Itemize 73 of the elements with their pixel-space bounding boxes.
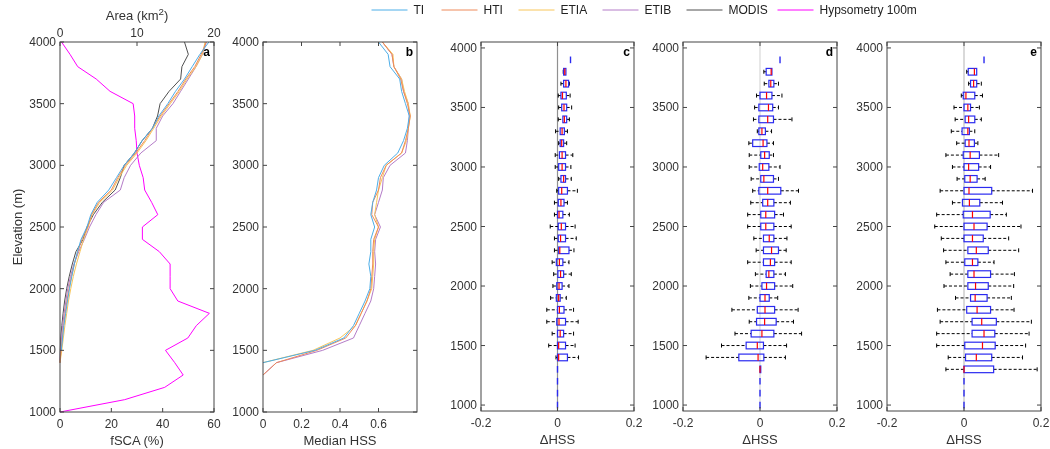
x-tick-label: 0.2 bbox=[828, 416, 846, 430]
x2-tick-label: 20 bbox=[207, 26, 221, 40]
y-tick-label: 4000 bbox=[450, 40, 478, 55]
y-tick-label: 1500 bbox=[29, 343, 57, 358]
y-axis-title: Elevation (m) bbox=[10, 188, 25, 266]
x-tick-label: 0 bbox=[56, 417, 64, 431]
y-tick-label: 2000 bbox=[450, 279, 478, 294]
x2-axis-title: Area (km$^{2}$) bbox=[105, 5, 169, 23]
y-tick-label: 2500 bbox=[856, 219, 884, 234]
y-tick-label: 2500 bbox=[450, 219, 478, 234]
y-tick-label: 2500 bbox=[652, 219, 680, 234]
y-tick-label: 2500 bbox=[29, 220, 57, 234]
y-tick-label: 4000 bbox=[232, 35, 260, 49]
x-tick-label: 0.4 bbox=[331, 417, 349, 431]
y-tick-label: 1500 bbox=[232, 343, 260, 358]
x-axis-title: ΔHSS bbox=[742, 432, 779, 447]
x-axis-title: ΔHSS bbox=[946, 432, 983, 447]
x-tick-label: 60 bbox=[207, 417, 221, 431]
y-tick-label: 4000 bbox=[856, 40, 884, 55]
x-tick-label: -0.2 bbox=[470, 416, 492, 430]
y-tick-label: 4000 bbox=[29, 35, 57, 49]
x-tick-label: 0 bbox=[756, 416, 764, 430]
x-tick-label: 0 bbox=[259, 417, 267, 431]
y-tick-label: 1500 bbox=[652, 338, 680, 353]
annotation: b bbox=[405, 45, 413, 59]
legend-label: TI bbox=[413, 3, 425, 17]
y-tick-label: 2000 bbox=[232, 281, 260, 296]
y-tick-label: 1000 bbox=[652, 398, 680, 413]
y-tick-label: 1000 bbox=[450, 398, 478, 413]
y-tick-label: 3500 bbox=[29, 96, 57, 111]
y-tick-label: 2000 bbox=[856, 279, 884, 294]
y-tick-label: 3000 bbox=[856, 159, 884, 174]
y-tick-label: 4000 bbox=[652, 40, 680, 55]
x-axis-title: ΔHSS bbox=[539, 432, 576, 447]
legend-label: MODIS bbox=[728, 3, 768, 17]
x-tick-label: 0 bbox=[554, 416, 562, 430]
y-tick-label: 3000 bbox=[29, 158, 57, 173]
annotation: e bbox=[1030, 45, 1038, 59]
y-tick-label: 3000 bbox=[652, 159, 680, 174]
y-tick-label: 1000 bbox=[29, 405, 57, 419]
y-tick-label: 1500 bbox=[450, 338, 478, 353]
annotation: a bbox=[203, 45, 211, 59]
x2-tick-label: 10 bbox=[130, 26, 144, 40]
legend-label: Hypsometry 100m bbox=[819, 3, 917, 17]
legend-label: HTI bbox=[483, 3, 503, 17]
y-tick-label: 2500 bbox=[232, 220, 260, 234]
y-tick-label: 2000 bbox=[29, 281, 57, 296]
x-tick-label: 40 bbox=[155, 417, 170, 431]
y-tick-label: 1500 bbox=[856, 338, 884, 353]
x-tick-label: -0.2 bbox=[672, 416, 694, 430]
x-axis-title: Median HSS bbox=[303, 433, 377, 448]
y-tick-label: 3500 bbox=[232, 96, 260, 111]
x-tick-label: 0.2 bbox=[1032, 416, 1050, 430]
y-tick-label: 1000 bbox=[856, 398, 884, 413]
x2-tick-label: 0 bbox=[56, 26, 64, 40]
x-tick-label: 0.2 bbox=[625, 416, 643, 430]
y-tick-label: 3500 bbox=[856, 100, 884, 115]
x-tick-label: -0.2 bbox=[876, 416, 898, 430]
legend-label: ETIB bbox=[644, 3, 672, 17]
y-tick-label: 3000 bbox=[450, 159, 478, 174]
x-tick-label: 0.6 bbox=[370, 417, 388, 431]
legend-label: ETIA bbox=[560, 3, 588, 17]
y-tick-label: 1000 bbox=[232, 405, 260, 419]
annotation: c bbox=[623, 45, 631, 59]
y-tick-label: 3000 bbox=[232, 158, 260, 173]
x-tick-label: 0.2 bbox=[293, 417, 311, 431]
y-tick-label: 3500 bbox=[450, 100, 478, 115]
annotation: d bbox=[825, 45, 833, 59]
y-tick-label: 3500 bbox=[652, 100, 680, 115]
x-tick-label: 0 bbox=[960, 416, 968, 430]
x-tick-label: 20 bbox=[104, 417, 119, 431]
y-tick-label: 2000 bbox=[652, 279, 680, 294]
x-axis-title: fSCA (%) bbox=[110, 433, 164, 448]
